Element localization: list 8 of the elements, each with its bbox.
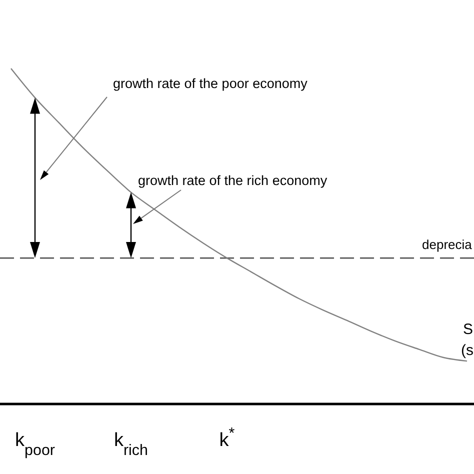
annotation: S — [463, 321, 474, 338]
x-tick-label: k$_{rich}$ — [114, 430, 148, 458]
annotation: growth rate of the poor economy — [113, 76, 308, 91]
x-tick-label: k$_{poor}$ — [15, 430, 55, 458]
ref-line-label: deprecia — [422, 237, 473, 252]
annotation: (s — [461, 342, 474, 359]
annotation: growth rate of the rich economy — [138, 173, 328, 188]
x-tick-label: k$^{*}$ — [219, 424, 235, 451]
